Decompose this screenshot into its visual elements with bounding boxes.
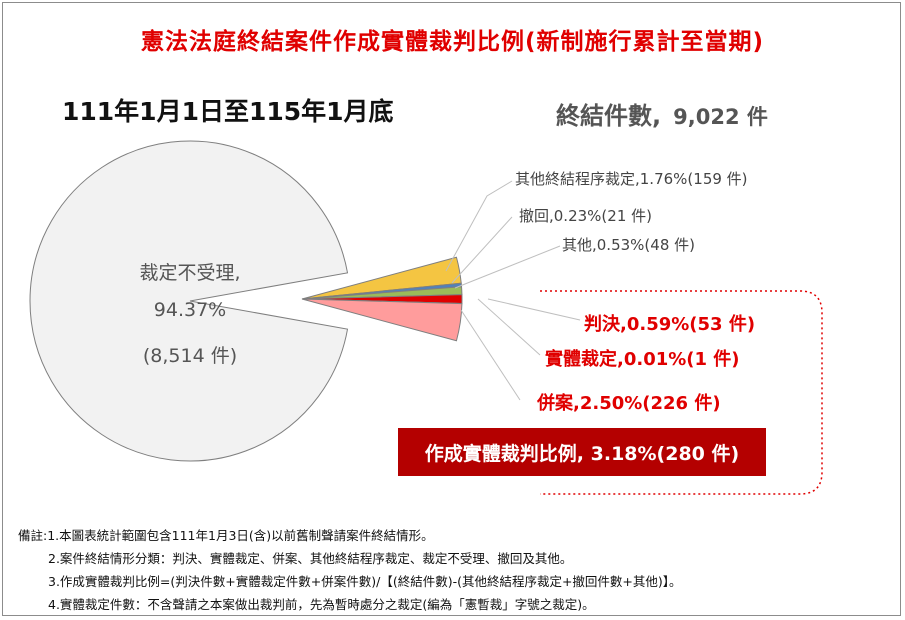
leader-line-substantive [477,298,541,356]
leader-lines [445,180,581,401]
slice-label-merged: 併案,2.50%(226 件) [537,393,721,414]
note-line: 2.案件終結情形分類：判決、實體裁定、併案、其他終結程序裁定、裁定不受理、撤回及… [48,551,573,566]
pie-slice-merged [301,298,463,342]
slice-label-other-procedure: 其他終結程序裁定,1.76%(159 件) [515,170,748,188]
period-label: 111年1月1日至115年1月底 [62,97,394,126]
slice-label-dismissal-name: 裁定不受理, [139,262,241,284]
leader-line-other-procedure [445,180,513,272]
slice-label-judgment: 判決,0.59%(53 件) [584,314,756,335]
note-line: 3.作成實體裁判比例=(判決件數+實體裁定件數+併案件數)/【(終結件數)-(其… [48,574,682,589]
total-label: 終結件數, [556,102,662,130]
slice-label-dismissal-count: (8,514 件) [142,345,238,367]
notes: 備註:1.本圖表統計範圍包含111年1月3日(含)以前舊制聲請案件終結情形。 2… [18,524,682,616]
leader-line-other [454,245,561,289]
total-value: 9,022 件 [673,105,768,129]
bracket-dotted [540,290,823,495]
pie-slice-dismissal [29,140,349,462]
note-line: 備註:1.本圖表統計範圍包含111年1月3日(含)以前舊制聲請案件終結情形。 [18,528,434,543]
leader-line-merged [460,309,521,401]
slice-label-dismissal-pct: 94.37% [153,299,227,321]
slice-label-substantive: 實體裁定,0.01%(1 件) [545,349,740,370]
slice-label-other: 其他,0.53%(48 件) [562,236,695,254]
total-count: 終結件數, 9,022 件 [556,96,768,131]
note-line: 4.實體裁定件數：不含聲請之本案做出裁判前，先為暫時處分之裁定(編為「憲暫裁」字… [48,597,595,612]
leader-line-judgment [487,298,581,321]
ratio-box: 作成實體裁判比例, 3.18%(280 件) [398,428,766,476]
leader-line-withdraw [451,216,513,284]
slice-label-withdraw: 撤回,0.23%(21 件) [519,207,652,225]
chart-title: 憲法法庭終結案件作成實體裁判比例(新制施行累計至當期) [140,29,765,55]
